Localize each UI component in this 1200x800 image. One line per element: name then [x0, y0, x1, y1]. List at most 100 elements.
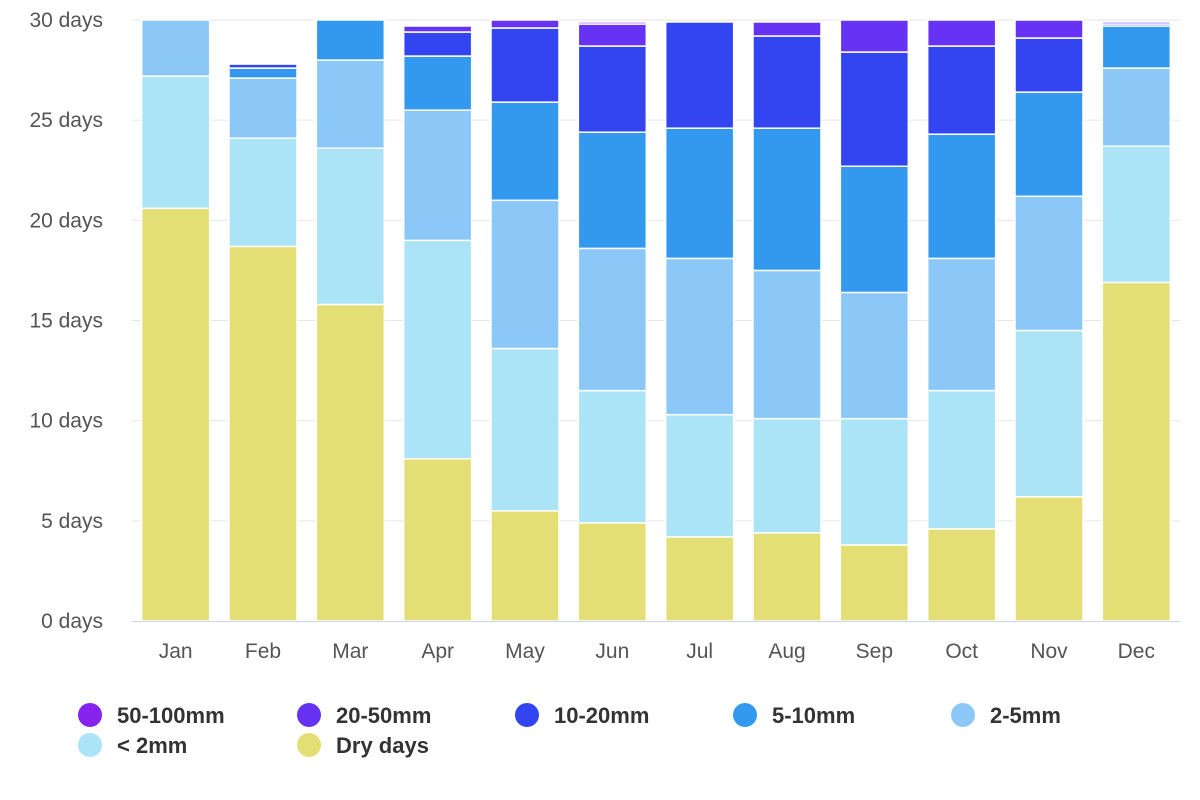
- bar-segment-2-5mm[interactable]: [315, 59, 386, 149]
- bar-segment-lt-2mm[interactable]: [926, 389, 997, 530]
- bar-segment-20-50mm[interactable]: [490, 19, 560, 29]
- bar-segment-10-20mm[interactable]: [839, 51, 910, 167]
- legend-item-20-50mm[interactable]: 20-50mm: [297, 703, 431, 728]
- bar-segment-lt-2mm[interactable]: [490, 347, 560, 512]
- legend-marker: [297, 703, 321, 727]
- bar-segment-lt-2mm[interactable]: [140, 75, 211, 210]
- bar-segment-2-5mm[interactable]: [140, 19, 211, 77]
- bar-segment-2-5mm[interactable]: [926, 257, 997, 392]
- bar-segment-10-20mm[interactable]: [752, 35, 822, 129]
- bar-segment-2-5mm[interactable]: [1014, 195, 1084, 332]
- bar-stack-sep[interactable]: [839, 19, 910, 622]
- legend[interactable]: 50-100mm 20-50mm 10-20mm 5-10mm 2-5mm < 2mm Dr…: [78, 703, 1061, 758]
- bar-segment-10-20mm[interactable]: [926, 45, 997, 135]
- y-tick-label: 0 days: [41, 610, 103, 633]
- bar-stack-dec[interactable]: [1101, 21, 1172, 622]
- bar-segment-5-10mm[interactable]: [926, 133, 997, 260]
- x-tick-label: Apr: [421, 640, 454, 663]
- y-tick-label: 10 days: [29, 410, 103, 433]
- legend-item-lt-2mm[interactable]: < 2mm: [78, 733, 187, 758]
- bar-segment-5-10mm[interactable]: [1014, 91, 1084, 198]
- x-tick-label: Feb: [245, 640, 281, 663]
- x-tick-label: Jun: [595, 640, 629, 663]
- bar-segment-5-10mm[interactable]: [664, 127, 735, 260]
- legend-marker: [951, 703, 975, 727]
- bar-segment-10-20mm[interactable]: [228, 63, 298, 69]
- bar-segment-dry-days[interactable]: [577, 522, 648, 622]
- bar-segment-dry-days[interactable]: [839, 544, 910, 622]
- bar-stack-oct[interactable]: [926, 19, 997, 622]
- bar-segment-2-5mm[interactable]: [228, 77, 298, 139]
- legend-item-dry-days[interactable]: Dry days: [297, 733, 429, 758]
- bar-segment-20-50mm[interactable]: [1014, 19, 1084, 39]
- bar-segment-2-5mm[interactable]: [577, 247, 648, 392]
- bar-stack-feb[interactable]: [228, 63, 298, 622]
- bar-segment-5-10mm[interactable]: [490, 101, 560, 202]
- legend-item-50-100mm[interactable]: 50-100mm: [78, 703, 225, 728]
- bar-segment-2-5mm[interactable]: [752, 269, 822, 420]
- legend-item-10-20mm[interactable]: 10-20mm: [515, 703, 649, 728]
- bar-segment-5-10mm[interactable]: [577, 131, 648, 250]
- bar-segment-20-50mm[interactable]: [577, 23, 648, 47]
- bar-stack-jul[interactable]: [664, 21, 735, 622]
- bar-segment-2-5mm[interactable]: [490, 199, 560, 350]
- bar-segment-2-5mm[interactable]: [1101, 67, 1172, 147]
- bar-segment-lt-2mm[interactable]: [839, 417, 910, 546]
- bar-segment-5-10mm[interactable]: [402, 55, 473, 111]
- bar-segment-dry-days[interactable]: [752, 532, 822, 622]
- bar-segment-20-50mm[interactable]: [402, 25, 473, 33]
- legend-marker: [297, 733, 321, 757]
- bar-segment-lt-2mm[interactable]: [402, 239, 473, 460]
- bar-segment-20-50mm[interactable]: [752, 21, 822, 37]
- bar-segment-5-10mm[interactable]: [228, 67, 298, 79]
- bar-segment-10-20mm[interactable]: [577, 45, 648, 133]
- bar-stack-nov[interactable]: [1014, 19, 1084, 622]
- bar-segment-20-50mm[interactable]: [926, 19, 997, 47]
- bar-stack-jun[interactable]: [577, 21, 648, 622]
- bar-segment-dry-days[interactable]: [140, 207, 211, 622]
- legend-label: 20-50mm: [336, 703, 431, 728]
- bar-stack-jan[interactable]: [140, 19, 211, 622]
- legend-item-2-5mm[interactable]: 2-5mm: [951, 703, 1061, 728]
- bar-stack-aug[interactable]: [752, 21, 822, 622]
- bar-segment-dry-days[interactable]: [402, 457, 473, 622]
- bar-stack-apr[interactable]: [402, 25, 473, 622]
- bar-segment-10-20mm[interactable]: [664, 21, 735, 129]
- bar-segment-dry-days[interactable]: [228, 245, 298, 622]
- legend-marker: [733, 703, 757, 727]
- bar-segment-10-20mm[interactable]: [402, 31, 473, 57]
- bar-segment-dry-days[interactable]: [1014, 496, 1084, 622]
- bar-segment-2-5mm[interactable]: [402, 109, 473, 242]
- y-tick-label: 15 days: [29, 310, 103, 333]
- bar-segment-lt-2mm[interactable]: [228, 137, 298, 248]
- bar-segment-5-10mm[interactable]: [839, 165, 910, 294]
- legend-item-5-10mm[interactable]: 5-10mm: [733, 703, 855, 728]
- bar-segment-lt-2mm[interactable]: [1101, 145, 1172, 284]
- bar-segment-2-5mm[interactable]: [839, 291, 910, 420]
- bar-segment-10-20mm[interactable]: [1014, 37, 1084, 93]
- bar-segment-20-50mm[interactable]: [839, 19, 910, 53]
- bar-segment-lt-2mm[interactable]: [315, 147, 386, 306]
- bar-segment-10-20mm[interactable]: [490, 27, 560, 103]
- bar-segment-dry-days[interactable]: [315, 303, 386, 622]
- bar-segment-lt-2mm[interactable]: [752, 417, 822, 534]
- bar-segment-lt-2mm[interactable]: [577, 389, 648, 524]
- bar-segment-dry-days[interactable]: [1101, 281, 1172, 622]
- bar-segment-dry-days[interactable]: [490, 510, 560, 622]
- x-tick-label: Jan: [159, 640, 193, 663]
- bar-segment-dry-days[interactable]: [664, 536, 735, 622]
- bar-segment-2-5mm[interactable]: [664, 257, 735, 416]
- bar-stack-mar[interactable]: [315, 19, 386, 622]
- bar-segment-5-10mm[interactable]: [1101, 25, 1172, 69]
- bar-segment-20-50mm[interactable]: [1101, 21, 1172, 25]
- x-tick-label: Mar: [332, 640, 368, 663]
- bar-segment-5-10mm[interactable]: [752, 127, 822, 272]
- bar-segment-lt-2mm[interactable]: [1014, 329, 1084, 498]
- legend-marker: [515, 703, 539, 727]
- bar-segment-lt-2mm[interactable]: [664, 413, 735, 538]
- bar-segment-5-10mm[interactable]: [315, 19, 386, 61]
- x-tick-label: Aug: [768, 640, 805, 663]
- bar-segment-50-100mm[interactable]: [577, 21, 648, 25]
- bar-stack-may[interactable]: [490, 19, 560, 622]
- bar-segment-dry-days[interactable]: [926, 528, 997, 622]
